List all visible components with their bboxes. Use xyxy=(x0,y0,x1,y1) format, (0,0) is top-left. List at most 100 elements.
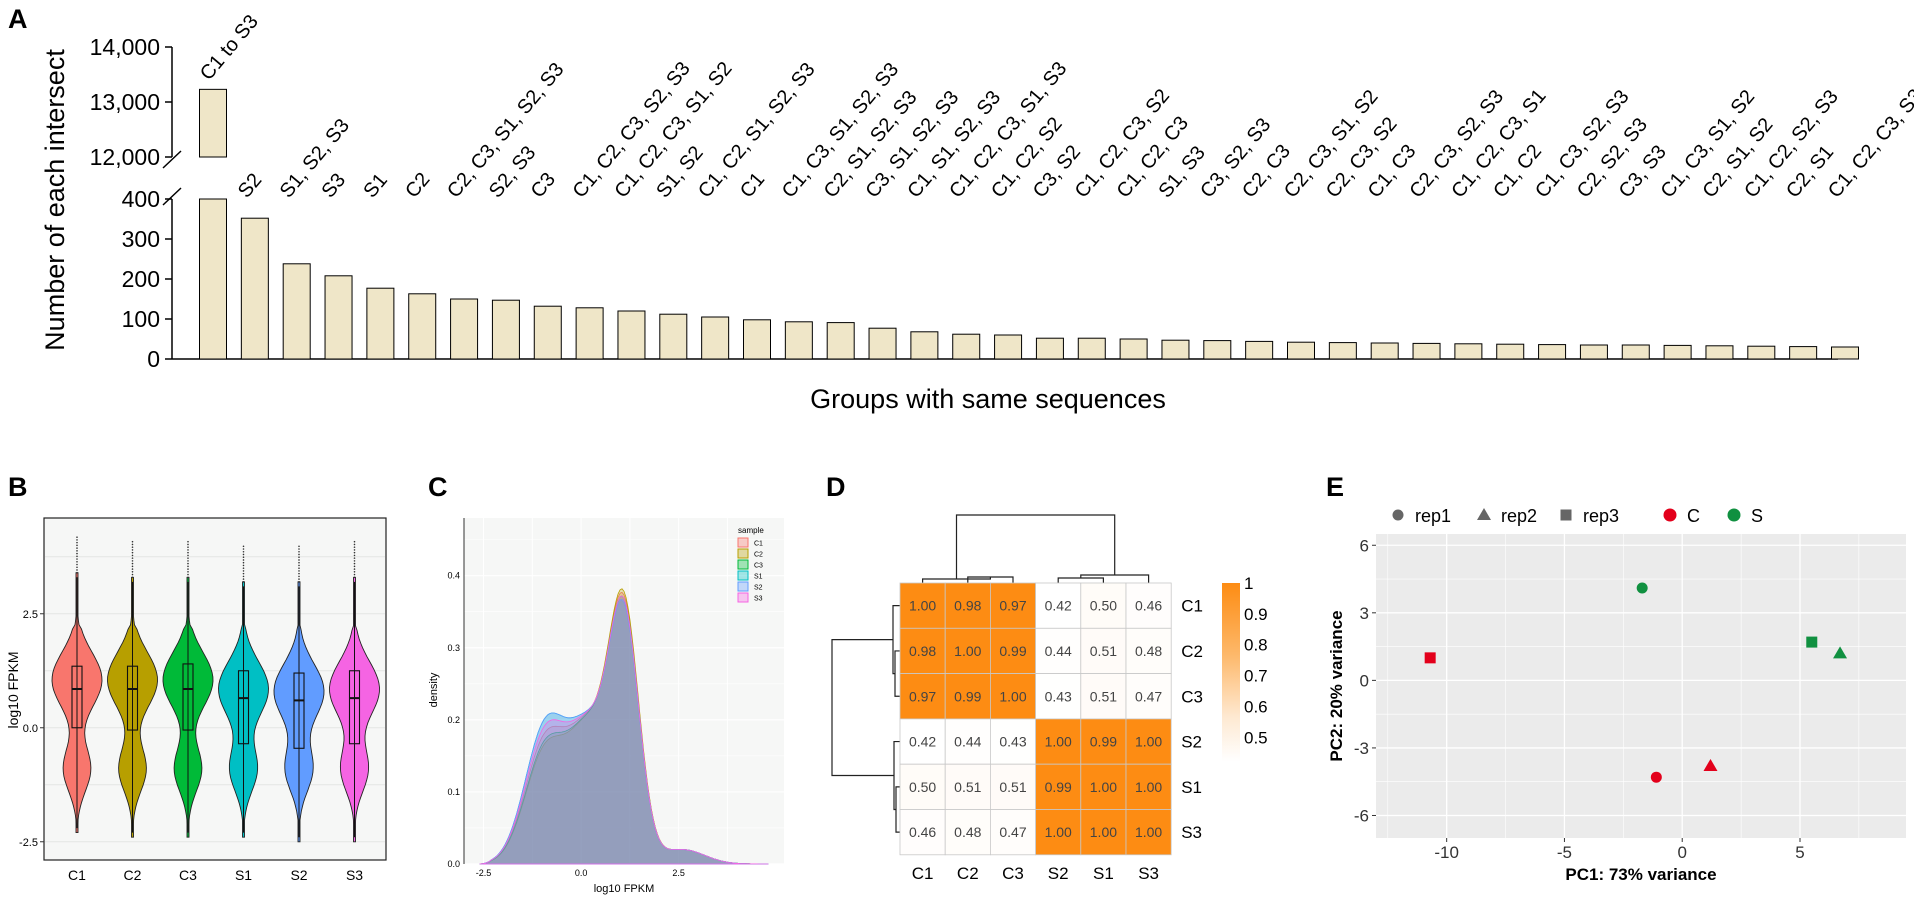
panel-b-outlier xyxy=(298,572,300,575)
panel-d-col-label: C3 xyxy=(1002,864,1024,883)
panel-d-cell-label: 0.47 xyxy=(999,824,1026,840)
panel-c-density-S3 xyxy=(479,595,769,865)
panel-e-ytick-label: -6 xyxy=(1354,806,1369,825)
panel-a-bar xyxy=(1077,337,1106,360)
panel-e-legend-shape xyxy=(1477,508,1491,520)
panel-b-outlier xyxy=(131,573,134,576)
panel-a-bar xyxy=(1621,344,1650,360)
panel-d-cell xyxy=(1125,718,1172,765)
panel-e-legend-color xyxy=(1663,508,1677,522)
panel-b-xtick-label: C2 xyxy=(124,867,142,883)
panel-d-cell xyxy=(990,673,1037,720)
panel-e-legend-label: rep1 xyxy=(1415,506,1451,526)
panel-d-cell-label: 0.99 xyxy=(1090,734,1117,750)
panel-c-legend-swatch xyxy=(737,537,749,548)
panel-b-outlier xyxy=(353,557,356,559)
panel-b-outlier xyxy=(76,555,78,558)
panel-b-outlier xyxy=(353,549,356,551)
panel-d-dendrogram-branch xyxy=(955,514,1116,579)
panel-a-axis-break xyxy=(162,150,182,169)
panel-d-dendrogram-branch xyxy=(1057,577,1104,583)
panel-a-bar-label: C1 to S3 xyxy=(196,11,263,85)
panel-d-cell xyxy=(944,718,991,765)
panel-b-outlier xyxy=(187,554,189,557)
panel-c-ytick-label: 0.2 xyxy=(447,715,460,725)
panel-d-cell-label: 0.99 xyxy=(954,688,981,704)
panel-c-ytick-label: 0.4 xyxy=(447,571,460,581)
panel-c-legend-title: sample xyxy=(738,526,764,535)
panel-d-dendrogram-branch xyxy=(831,639,894,777)
panel-b-box xyxy=(71,665,83,729)
panel-b-outlier xyxy=(242,581,245,583)
panel-b-outlier xyxy=(131,546,134,548)
panel-b-outlier xyxy=(187,560,189,562)
panel-d-col-label: S2 xyxy=(1048,864,1069,883)
panel-d-cell xyxy=(899,809,946,856)
panel-a-bar xyxy=(1538,344,1567,360)
panel-b-violins xyxy=(51,536,380,843)
panel-d-cell xyxy=(944,673,991,720)
panel-b-outlier xyxy=(242,567,245,569)
panel-a-ytick-label: 400 xyxy=(122,186,160,212)
panel-d-cell xyxy=(1125,673,1172,720)
panel-b-outlier xyxy=(187,546,189,548)
panel-b-outlier xyxy=(76,571,78,574)
panel-a-ytick-label: 200 xyxy=(122,266,160,292)
panel-d-colorbar: 1 0.9 0.8 0.7 0.6 0.5 xyxy=(1222,574,1268,762)
panel-e-legend-label: rep3 xyxy=(1583,506,1619,526)
panel-d-col-label: S3 xyxy=(1138,864,1159,883)
panel-d-cell-label: 1.00 xyxy=(1090,824,1117,840)
panel-a-bars xyxy=(199,88,1859,360)
panel-a-bar xyxy=(1454,343,1483,360)
panel-e-xtick-label: 5 xyxy=(1795,843,1804,862)
panel-d-cells: 1.00 0.98 0.97 0.42 0.50 0.46 0.98 1.00 0.99 0.44… xyxy=(899,582,1172,856)
panel-a-bar xyxy=(1663,344,1692,360)
panel-a-ytick-label: 12,000 xyxy=(90,144,160,170)
panel-d-cell-label: 0.50 xyxy=(1090,598,1117,614)
panel-d-cell-label: 1.00 xyxy=(1090,779,1117,795)
panel-d-cell-label: 0.99 xyxy=(1045,779,1072,795)
panel-e-legend-color xyxy=(1727,508,1741,522)
panel-c-axes: 0.0 0.1 0.2 0.3 0.4 -2.5 0.0 2.5 xyxy=(447,518,685,878)
panel-a-axes: 0 100 200 300 400 12,000 13,000 14,000 xyxy=(90,34,1838,372)
panel-c-xtick-label: 0.0 xyxy=(575,868,588,878)
panel-c-ylabel: density xyxy=(428,672,440,707)
panel-b-outlier xyxy=(187,576,189,579)
panel-a-bar xyxy=(1119,338,1148,360)
panel-a-bar-label: C2 xyxy=(401,168,434,202)
panel-a-bar xyxy=(575,307,604,360)
panel-b-outlier xyxy=(76,541,78,544)
panel-d-cell-label: 1.00 xyxy=(1135,824,1162,840)
panel-d-cell-label: 0.48 xyxy=(954,824,981,840)
panel-b-label: B xyxy=(8,472,28,502)
panel-c-legend-swatch xyxy=(737,570,749,581)
panel-a-bar xyxy=(868,327,897,360)
panel-c-legend-swatch xyxy=(737,559,749,570)
panel-d-cell-label: 1.00 xyxy=(1135,779,1162,795)
panel-b-outlier xyxy=(76,544,78,547)
panel-d-cell-label: 1.00 xyxy=(909,598,936,614)
panel-d-cell xyxy=(899,627,946,674)
panel-e-xtick-label: -5 xyxy=(1557,843,1572,862)
panel-b-xtick-label: S2 xyxy=(290,867,307,883)
panel-b-outlier xyxy=(298,575,300,578)
panel-b-outlier xyxy=(131,543,134,546)
panel-a-bar xyxy=(1035,337,1064,360)
panel-a-bar xyxy=(450,298,479,360)
panel-d-col-label: C1 xyxy=(912,864,934,883)
panel-c-label: C xyxy=(428,472,448,502)
panel-b-box xyxy=(126,665,139,731)
panel-b-outlier xyxy=(76,563,78,566)
panel-b-outlier xyxy=(298,581,300,583)
panel-a-bar xyxy=(617,310,646,360)
panel-b-outlier xyxy=(76,536,78,538)
panel-b-outlier xyxy=(298,553,300,556)
panel-d-cell-label: 0.42 xyxy=(909,734,936,750)
panel-b-plot-area xyxy=(43,517,387,861)
panel-b-outlier xyxy=(187,551,189,554)
panel-a-bar xyxy=(1328,342,1357,360)
panel-a-bar xyxy=(1370,342,1399,360)
panel-a-xlabel: Groups with same sequences xyxy=(810,384,1166,414)
